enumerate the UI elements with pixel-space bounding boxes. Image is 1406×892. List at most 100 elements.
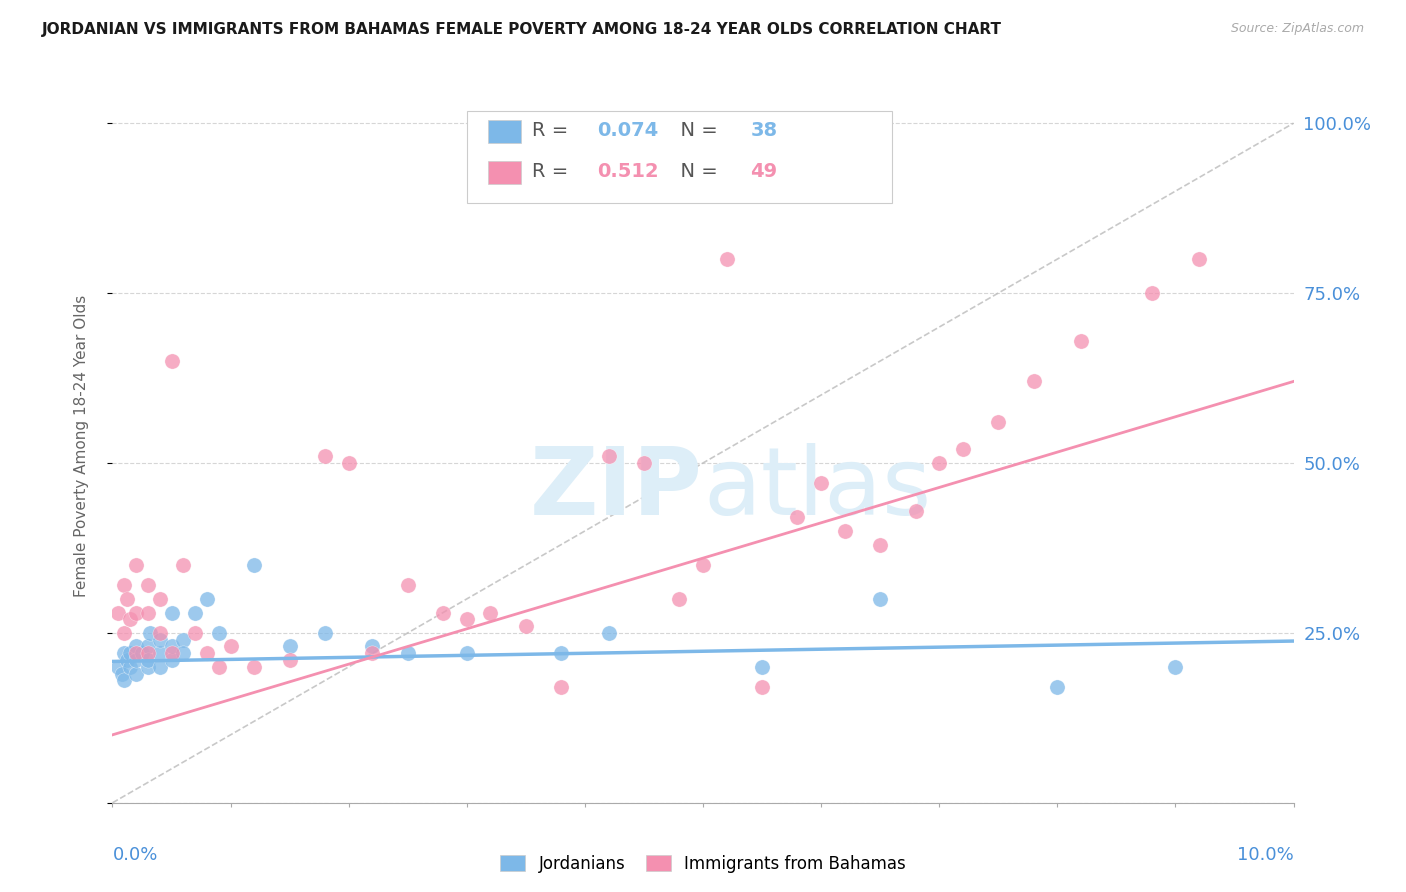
Point [598,626,620,640]
Point [396,578,419,592]
Point [160,354,183,368]
Point [112,626,135,640]
Point [107,606,129,620]
Point [149,632,172,647]
Point [208,660,231,674]
Point [149,646,172,660]
Point [120,646,142,660]
Y-axis label: Female Poverty Among 18-24 Year Olds: Female Poverty Among 18-24 Year Olds [75,295,89,597]
Point [1046,680,1069,694]
Point [139,626,162,640]
Point [278,640,301,654]
Point [314,626,336,640]
Point [633,456,655,470]
Point [107,660,129,674]
Point [1070,334,1092,348]
Point [149,591,172,606]
Point [243,660,266,674]
Point [219,640,242,654]
Point [136,646,159,660]
Text: N =: N = [668,161,724,181]
Point [550,680,572,694]
Point [111,666,134,681]
Point [786,510,808,524]
Point [479,606,502,620]
Point [160,646,183,660]
Point [337,456,360,470]
Point [112,673,135,688]
Point [396,646,419,660]
Point [1022,375,1045,389]
Point [160,640,183,654]
Text: 49: 49 [751,161,778,181]
Point [810,476,832,491]
Point [1140,286,1163,301]
Point [184,606,207,620]
Point [184,626,207,640]
Point [125,606,148,620]
Text: N =: N = [668,121,724,140]
Point [834,524,856,538]
Point [361,640,384,654]
Text: R =: R = [531,161,574,181]
Text: 0.074: 0.074 [596,121,658,140]
Point [278,653,301,667]
Point [115,591,138,606]
Point [928,456,950,470]
Point [987,415,1010,429]
Point [136,578,159,592]
Point [125,646,148,660]
Point [869,537,891,551]
Point [160,606,183,620]
Text: 0.512: 0.512 [596,161,658,181]
Point [195,646,218,660]
Point [243,558,266,572]
Point [195,591,218,606]
Text: atlas: atlas [703,442,931,535]
Text: R =: R = [531,121,574,140]
Point [136,640,159,654]
Point [125,666,148,681]
Point [149,660,172,674]
Text: ZIP: ZIP [530,442,703,535]
Point [125,640,148,654]
Point [136,653,159,667]
Text: 0.0%: 0.0% [112,846,157,863]
FancyBboxPatch shape [467,111,891,203]
Point [112,578,135,592]
Point [751,680,773,694]
Point [456,646,478,660]
Point [172,632,194,647]
Point [550,646,572,660]
Point [208,626,231,640]
Text: 38: 38 [751,121,778,140]
Point [456,612,478,626]
Point [125,558,148,572]
Point [904,503,927,517]
Legend: Jordanians, Immigrants from Bahamas: Jordanians, Immigrants from Bahamas [494,848,912,880]
Point [751,660,773,674]
Point [160,653,183,667]
Point [115,653,138,667]
Point [1188,252,1211,266]
Point [125,653,148,667]
Point [1164,660,1187,674]
Point [136,660,159,674]
Point [314,449,336,463]
FancyBboxPatch shape [488,120,522,144]
Point [668,591,690,606]
Point [716,252,738,266]
Point [120,660,142,674]
Point [149,626,172,640]
Point [598,449,620,463]
Point [112,646,135,660]
Point [131,646,153,660]
Text: JORDANIAN VS IMMIGRANTS FROM BAHAMAS FEMALE POVERTY AMONG 18-24 YEAR OLDS CORREL: JORDANIAN VS IMMIGRANTS FROM BAHAMAS FEM… [42,22,1002,37]
Point [361,646,384,660]
FancyBboxPatch shape [488,161,522,184]
Point [432,606,454,620]
Point [136,606,159,620]
Point [515,619,537,633]
Text: 10.0%: 10.0% [1237,846,1294,863]
Point [952,442,974,457]
